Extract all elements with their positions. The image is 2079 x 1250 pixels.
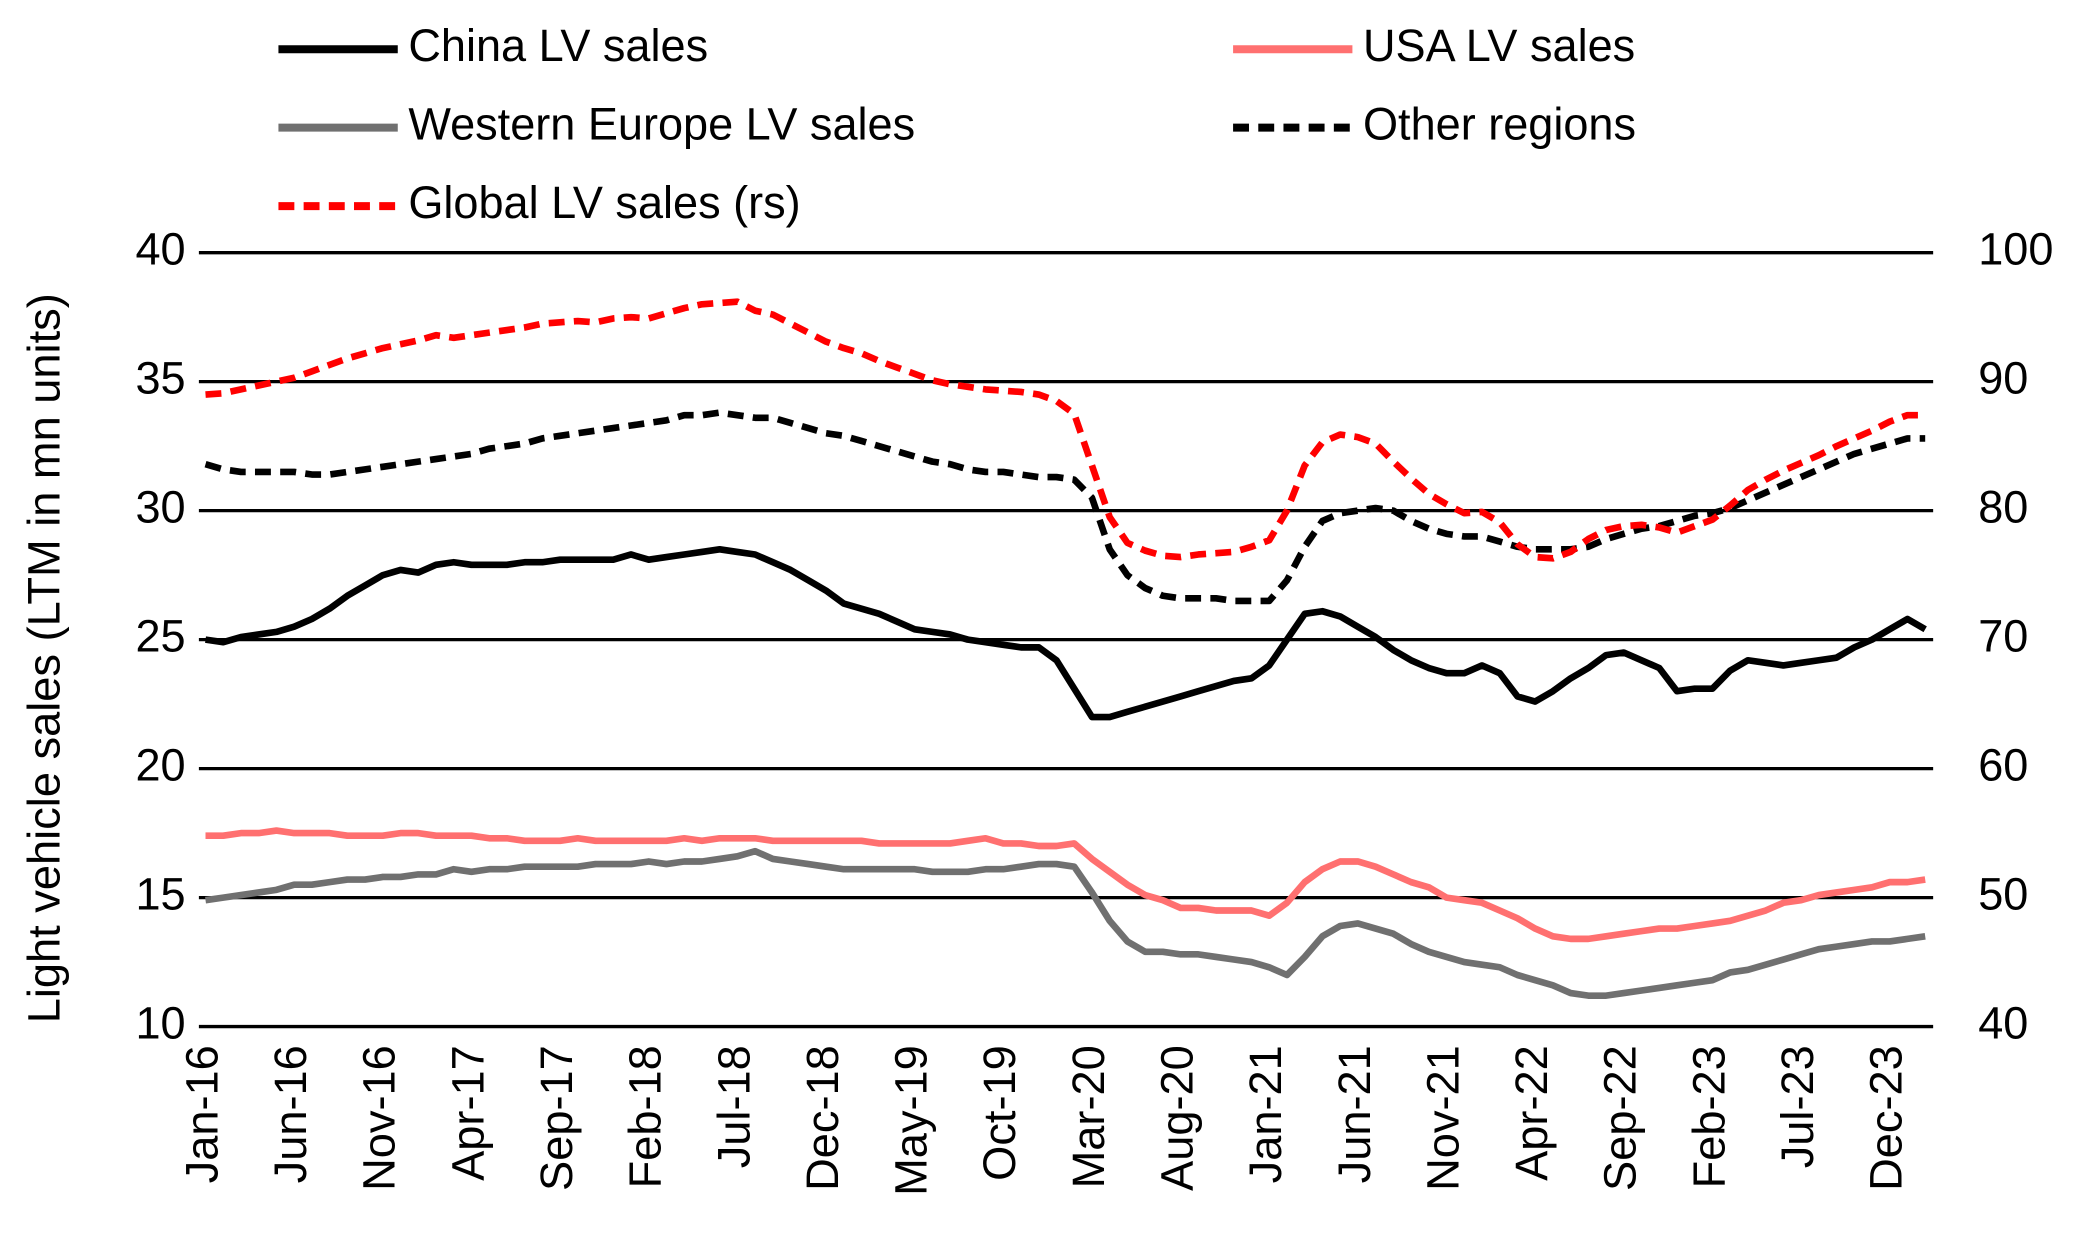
y-tick-label: 40 — [135, 224, 185, 275]
y2-tick-label: 90 — [1978, 353, 2028, 404]
x-tick-label: Nov-21 — [1417, 1045, 1468, 1191]
series-line — [205, 298, 1926, 562]
x-tick-label: May-19 — [886, 1045, 937, 1196]
series-line — [205, 847, 1926, 999]
x-tick-label: Jan-21 — [1240, 1045, 1291, 1183]
y2-tick-label: 60 — [1978, 739, 2028, 790]
legend-label: Western Europe LV sales — [408, 99, 915, 150]
x-tick-label: Feb-23 — [1683, 1045, 1734, 1188]
series-line — [204, 409, 1926, 605]
series-line — [205, 827, 1926, 943]
legend-label: Other regions — [1363, 99, 1636, 150]
x-tick-label: Aug-20 — [1152, 1045, 1203, 1191]
legend-label: USA LV sales — [1363, 20, 1635, 71]
x-tick-label: Mar-20 — [1063, 1045, 1114, 1188]
legend-label: Global LV sales (rs) — [408, 177, 800, 228]
x-tick-label: Dec-18 — [797, 1045, 848, 1191]
x-tick-label: Sep-17 — [531, 1045, 582, 1191]
y2-tick-label: 50 — [1978, 868, 2028, 919]
x-tick-label: Jul-18 — [708, 1045, 759, 1168]
y-tick-label: 30 — [135, 482, 185, 533]
y-tick-label: 25 — [135, 611, 185, 662]
x-tick-label: Feb-18 — [620, 1045, 671, 1188]
y-tick-label: 20 — [135, 739, 185, 790]
x-tick-label: Apr-17 — [442, 1045, 493, 1181]
x-tick-label: Apr-22 — [1506, 1045, 1557, 1181]
y-tick-label: 10 — [135, 997, 185, 1048]
x-tick-label: Jun-16 — [265, 1045, 316, 1183]
y-tick-label: 15 — [135, 868, 185, 919]
y2-tick-label: 80 — [1978, 482, 2028, 533]
legend-label: China LV sales — [408, 20, 708, 71]
y-tick-label: 35 — [135, 353, 185, 404]
x-tick-label: Jul-23 — [1772, 1045, 1823, 1168]
x-tick-label: Oct-19 — [974, 1045, 1025, 1181]
x-tick-label: Sep-22 — [1595, 1045, 1646, 1191]
x-tick-label: Nov-16 — [354, 1045, 405, 1191]
y-axis-label: Light vehicle sales (LTM in mn units) — [19, 293, 70, 1023]
y2-tick-label: 70 — [1978, 611, 2028, 662]
x-tick-label: Dec-23 — [1861, 1045, 1912, 1191]
y2-tick-label: 100 — [1978, 224, 2053, 275]
x-tick-label: Jan-16 — [176, 1045, 227, 1183]
x-tick-label: Jun-21 — [1329, 1045, 1380, 1183]
series-line — [205, 546, 1927, 721]
y2-tick-label: 40 — [1978, 997, 2028, 1048]
